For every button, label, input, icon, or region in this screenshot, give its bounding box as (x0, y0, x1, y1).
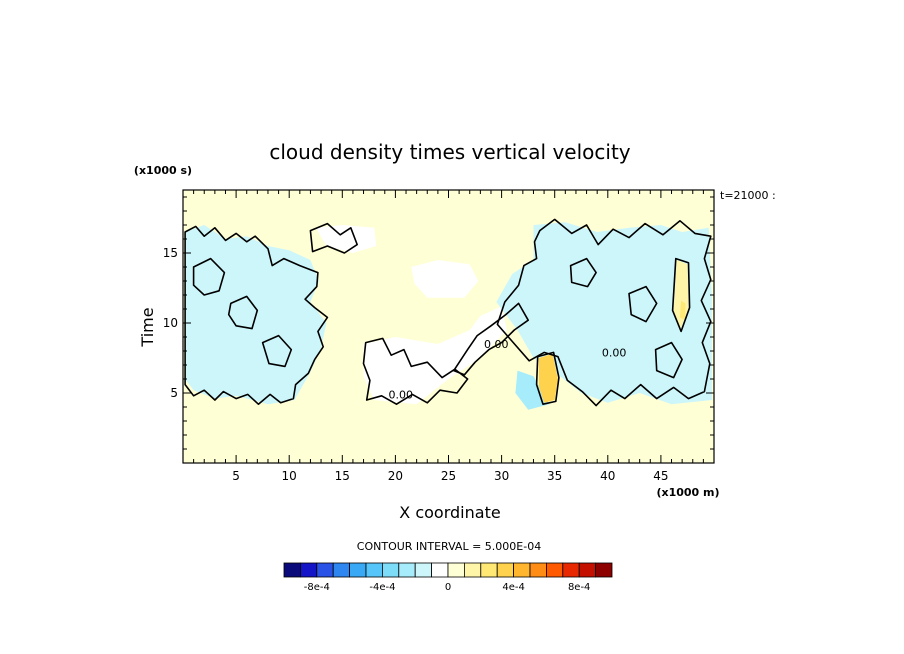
contour-label-0: 0.00 (388, 389, 413, 402)
y-unit-label: (x1000 s) (134, 164, 192, 177)
contour-west-inner-contour-b (227, 295, 259, 330)
x-tick-label-45: 45 (653, 469, 668, 483)
y-tick-label-5: 5 (170, 386, 178, 400)
contour-east-positive-contour (535, 351, 560, 406)
x-tick-label-25: 25 (441, 469, 456, 483)
region-central-thin-patch (411, 260, 479, 298)
x-tick-label-35: 35 (547, 469, 562, 483)
contour-central-low-contour (362, 337, 469, 406)
region-central-west-patch (315, 225, 377, 253)
region-central-low-band (363, 306, 507, 405)
contour-interval-label: CONTOUR INTERVAL = 5.000E-04 (357, 540, 541, 553)
colorbar: -8e-4 -4e-4 0 4e-4 8e-4 (283, 562, 613, 593)
contour-west-inner-contour-c (261, 334, 293, 368)
contour-central-north-contour (309, 222, 359, 254)
contour-west-inner-contour-a (192, 257, 226, 296)
x-tick-label-30: 30 (494, 469, 509, 483)
colorbar-swatch-2 (316, 562, 334, 578)
x-tick-label-20: 20 (388, 469, 403, 483)
y-axis: 5 10 15 (163, 196, 714, 450)
region-east-positive-inner (544, 370, 554, 393)
colorbar-swatch-12 (480, 562, 498, 578)
x-tick-label-5: 5 (232, 469, 240, 483)
colorbar-swatch-11 (463, 562, 482, 578)
colorbar-swatch-13 (496, 562, 515, 578)
contour-east-inner-contour-a (569, 257, 597, 288)
colorbar-tick-label-3: 4e-4 (502, 582, 525, 593)
contour-east-inner-contour-b (628, 285, 658, 323)
chart-title: cloud density times vertical velocity (269, 140, 630, 164)
colorbar-swatch-14 (513, 562, 531, 578)
contour-label-1: 0.00 (484, 338, 509, 351)
contour-far-east-positive-contour (671, 257, 691, 333)
colorbar-swatch-8 (414, 562, 433, 578)
colorbar-swatch-18 (578, 562, 597, 578)
region-far-east-positive-inner (680, 300, 686, 321)
x-tick-label-40: 40 (600, 469, 615, 483)
colorbar-swatch-10 (447, 562, 465, 578)
y-axis-label: Time (138, 307, 157, 347)
x-axis-label: X coordinate (399, 503, 500, 522)
x-axis: 5 10 15 20 25 30 35 40 45 (193, 190, 704, 483)
y-tick-label-10: 10 (163, 316, 178, 330)
colorbar-tick-label-1: -4e-4 (369, 582, 395, 593)
contour-central-diagonal-contour (452, 302, 530, 376)
contour-labels: 0.00 0.00 0.00 (388, 338, 626, 401)
colorbar-swatch-9 (431, 562, 449, 578)
x-tick-label-15: 15 (335, 469, 350, 483)
colorbar-tick-label-4: 8e-4 (568, 582, 591, 593)
colorbar-swatch-6 (381, 562, 400, 578)
x-tick-label-10: 10 (282, 469, 297, 483)
colorbar-swatch-4 (349, 562, 367, 578)
x-unit-label: (x1000 m) (656, 486, 719, 499)
colorbar-swatch-17 (562, 562, 580, 578)
colorbar-swatch-1 (299, 562, 318, 578)
colorbar-tick-label-2: 0 (445, 582, 451, 593)
contour-east-contour (496, 218, 712, 407)
contour-lines (184, 218, 712, 407)
colorbar-swatch-3 (332, 562, 351, 578)
colorbar-swatch-7 (398, 562, 416, 578)
time-stamp-label: t=21000 : (720, 189, 776, 202)
y-tick-label-15: 15 (163, 246, 178, 260)
contour-west-contour (184, 225, 329, 406)
colorbar-swatch-5 (365, 562, 383, 578)
contour-east-inner-contour-c (654, 341, 683, 379)
colorbar-swatch-0 (283, 562, 301, 578)
colorbar-swatch-16 (546, 562, 564, 578)
colorbar-swatch-19 (595, 562, 613, 578)
colorbar-tick-label-0: -8e-4 (304, 582, 330, 593)
contour-label-2: 0.00 (602, 347, 627, 360)
colorbar-swatch-15 (529, 562, 547, 578)
